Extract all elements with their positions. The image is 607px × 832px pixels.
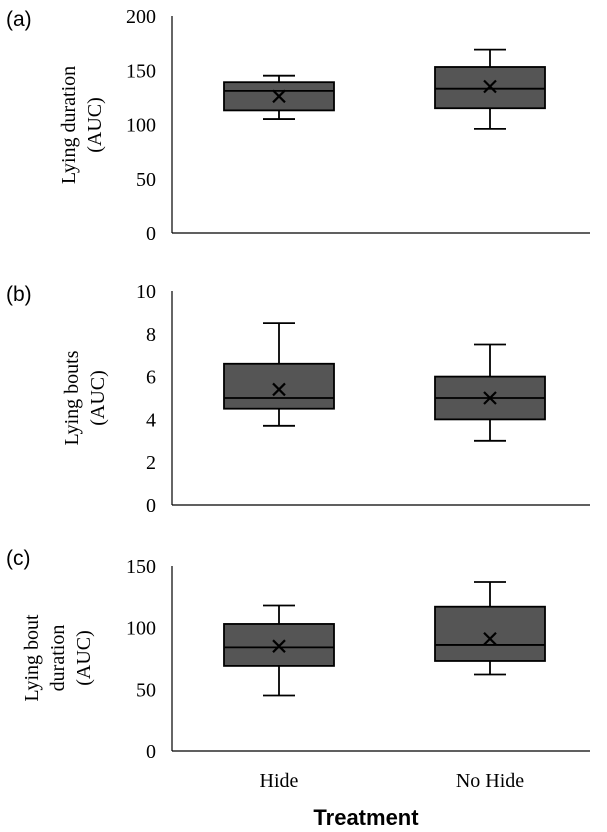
mean-marker xyxy=(272,639,286,653)
panel-label: (b) xyxy=(6,283,32,306)
mean-marker xyxy=(483,391,497,405)
y-tick-label: 0 xyxy=(146,741,156,763)
box-hide xyxy=(223,74,335,120)
box-hide xyxy=(223,604,335,697)
y-tick-label: 50 xyxy=(136,169,156,191)
box-no-hide xyxy=(434,581,546,676)
box-hide xyxy=(223,322,335,427)
y-tick-label: 200 xyxy=(126,6,156,28)
panel-label: (c) xyxy=(6,547,31,570)
y-tick-label: 2 xyxy=(146,452,156,474)
y-tick-label: 8 xyxy=(146,324,156,346)
y-axis-label-line: Lying bouts xyxy=(61,350,83,445)
y-tick-label: 4 xyxy=(146,409,156,431)
mean-marker xyxy=(483,79,497,94)
y-axis-label-line: (AUC) xyxy=(73,630,95,686)
x-axis-labels: Hide No Hide Treatment xyxy=(260,770,525,830)
y-tick-label: 50 xyxy=(136,679,156,701)
box-no-hide xyxy=(434,343,546,442)
y-tick-label: 100 xyxy=(126,115,156,137)
y-tick-label: 100 xyxy=(126,618,156,640)
y-tick-label: 150 xyxy=(126,60,156,82)
panel-b: (b) 0 2 4 6 8 10 Lying bouts (AUC) xyxy=(6,281,590,517)
box-no-hide xyxy=(434,48,546,130)
x-axis-title: Treatment xyxy=(313,805,419,830)
panel-label: (a) xyxy=(6,8,32,31)
y-axis-label-line: Lying duration xyxy=(58,66,80,184)
iqr-box xyxy=(223,362,335,410)
y-tick-label: 6 xyxy=(146,367,156,389)
x-category-hide: Hide xyxy=(260,770,299,792)
y-tick-label: 150 xyxy=(126,556,156,578)
x-category-no-hide: No Hide xyxy=(456,770,524,792)
y-axis-label-line: (AUC) xyxy=(87,370,109,426)
y-tick-label: 0 xyxy=(146,223,156,245)
panel-a: (a) 0 50 100 150 200 Lying duration (AUC) xyxy=(6,6,590,245)
iqr-box xyxy=(434,605,546,662)
mean-marker xyxy=(272,89,286,104)
mean-marker xyxy=(483,631,497,646)
iqr-box xyxy=(223,81,335,112)
mean-marker xyxy=(272,382,286,397)
y-tick-label: 0 xyxy=(146,495,156,517)
panel-c: (c) 0 50 100 150 Lying bout duration (AUC) xyxy=(6,547,590,763)
y-tick-label: 10 xyxy=(136,281,156,303)
y-axis-label-line: (AUC) xyxy=(84,97,106,153)
y-axis-label-line: Lying bout xyxy=(21,614,43,702)
y-axis-label-line: duration xyxy=(47,625,69,692)
